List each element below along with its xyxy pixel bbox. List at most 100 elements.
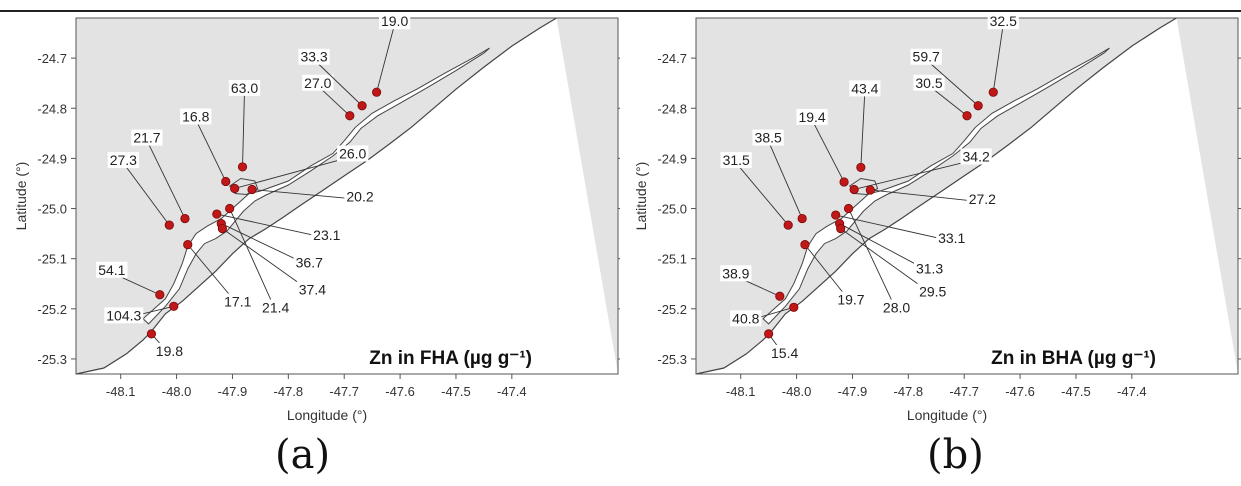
station-value-label: 20.2 — [346, 188, 373, 204]
label-background — [260, 299, 292, 316]
x-tick-label: -48.1 — [726, 384, 756, 399]
y-tick-label: -24.7 — [37, 51, 67, 66]
station-value-label: 27.2 — [969, 191, 996, 207]
label-background — [96, 261, 128, 278]
station-marker — [180, 213, 190, 224]
y-tick-label: -24.8 — [657, 101, 687, 116]
label-background — [849, 80, 881, 97]
leader-line — [216, 213, 327, 239]
station-value-label: 15.4 — [771, 345, 798, 361]
panel-caption-a: (a) — [275, 432, 331, 478]
station-marker — [237, 162, 248, 172]
estuary-channel — [142, 47, 490, 325]
leader-line — [376, 24, 396, 93]
station-marker — [800, 240, 810, 250]
station-marker — [831, 210, 841, 220]
y-tick-label: -24.9 — [657, 151, 687, 166]
leader-line — [735, 162, 789, 226]
x-tick-label: -47.4 — [1117, 384, 1147, 399]
x-tick-label: -47.9 — [838, 384, 868, 399]
station-value-label: 27.3 — [110, 152, 137, 168]
station-marker — [345, 111, 355, 121]
station-marker — [169, 301, 179, 311]
label-background — [960, 148, 992, 165]
station-value-label: 40.8 — [732, 310, 759, 326]
label-background — [311, 227, 343, 244]
label-background — [796, 108, 828, 125]
station-value-label: 19.7 — [837, 292, 864, 308]
x-axis-label: Longitude (°) — [287, 407, 367, 423]
y-tick-label: -25.3 — [37, 352, 67, 367]
station-marker — [212, 209, 222, 219]
station-marker — [146, 329, 157, 339]
station-value-label: 34.2 — [963, 148, 990, 164]
station-marker — [155, 290, 165, 300]
label-background — [752, 129, 784, 146]
leader-line — [251, 189, 361, 200]
label-background — [296, 281, 329, 298]
label-background — [344, 188, 376, 205]
y-axis-label: Latitude (°) — [13, 162, 29, 231]
station-marker — [839, 177, 849, 187]
y-tick-label: -25.0 — [37, 202, 67, 217]
x-tick-label: -47.6 — [385, 384, 415, 399]
station-value-label: 23.1 — [313, 227, 340, 243]
x-tick-label: -48.1 — [106, 384, 136, 399]
x-tick-label: -47.5 — [1061, 384, 1091, 399]
leader-line — [195, 119, 227, 182]
station-value-label: 26.0 — [339, 145, 366, 161]
station-marker — [357, 101, 367, 111]
y-tick-label: -25.1 — [37, 252, 67, 267]
y-tick-label: -24.8 — [37, 101, 67, 116]
y-tick-label: -25.3 — [657, 352, 687, 367]
label-background — [378, 13, 411, 30]
label-background — [720, 265, 752, 282]
station-marker — [221, 176, 231, 187]
label-background — [769, 344, 801, 361]
label-background — [720, 152, 752, 169]
label-background — [298, 48, 330, 65]
leader-line — [925, 59, 979, 107]
leader-line — [835, 214, 952, 242]
label-background — [730, 310, 762, 327]
label-background — [302, 74, 334, 91]
station-marker — [988, 87, 998, 97]
map-title: Zn in BHA (µg g⁻¹) — [991, 348, 1156, 369]
x-tick-label: -47.4 — [497, 384, 527, 399]
station-marker — [225, 203, 235, 214]
y-axis-label: Latitude (°) — [633, 162, 649, 231]
station-marker — [372, 87, 382, 97]
y-tick-label: -25.0 — [657, 202, 687, 217]
x-tick-label: -47.9 — [218, 384, 248, 399]
station-marker — [843, 203, 854, 214]
leader-line — [229, 208, 277, 311]
station-value-label: 36.7 — [296, 255, 323, 271]
x-tick-label: -47.6 — [1005, 384, 1035, 399]
label-background — [131, 129, 163, 146]
station-value-label: 32.5 — [990, 13, 1017, 29]
station-marker — [775, 291, 785, 301]
station-value-label: 27.0 — [304, 75, 331, 91]
y-tick-label: -25.2 — [657, 302, 687, 317]
station-marker — [789, 302, 799, 312]
leader-line — [313, 59, 363, 107]
label-background — [293, 254, 325, 271]
x-tick-label: -47.8 — [894, 384, 924, 399]
station-marker — [836, 223, 846, 234]
leader-line — [242, 90, 245, 167]
label-background — [913, 260, 946, 277]
station-value-label: 37.4 — [299, 282, 326, 298]
leader-line — [870, 189, 983, 203]
x-tick-label: -48.0 — [162, 384, 192, 399]
x-tick-label: -47.7 — [329, 384, 359, 399]
label-background — [917, 283, 949, 300]
leader-line — [992, 24, 1004, 93]
label-background — [337, 145, 369, 162]
map-title: Zn in FHA (µg g⁻¹) — [369, 348, 532, 369]
label-background — [153, 342, 186, 359]
station-value-label: 17.1 — [224, 294, 251, 310]
y-tick-label: -24.7 — [657, 51, 687, 66]
map-panel-b: -48.1 -48.0 -47.9 -47.8 -47.7 -47.6 -47.5 -47.4… — [633, 13, 1241, 423]
leader-line — [848, 208, 897, 311]
station-value-label: 21.7 — [133, 130, 160, 146]
